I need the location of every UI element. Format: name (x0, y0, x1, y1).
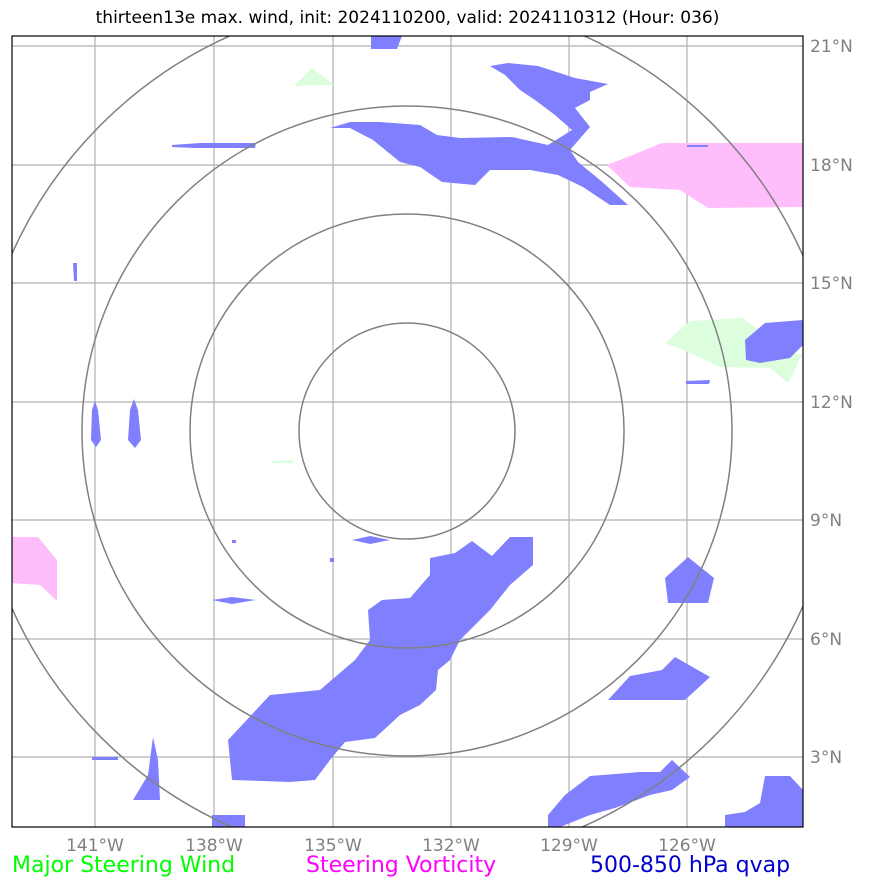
legend-steering-wind: Major Steering Wind (12, 853, 236, 878)
range-rings (12, 36, 803, 827)
lat-label: 6°N (810, 630, 842, 650)
lon-label: 129°W (540, 836, 598, 856)
lon-label: 141°W (66, 836, 124, 856)
lat-label: 3°N (810, 748, 842, 768)
lat-tick-labels: 21°N 18°N 15°N 12°N 9°N 6°N 3°N (810, 37, 853, 768)
legend-steering-vorticity: Steering Vorticity (306, 853, 497, 878)
lat-label: 21°N (810, 37, 853, 57)
lon-label: 132°W (422, 836, 480, 856)
lon-tick-labels: 141°W 138°W 135°W 132°W 129°W 126°W (66, 836, 716, 856)
lon-label: 138°W (185, 836, 243, 856)
legend-qvap: 500-850 hPa qvap (590, 853, 791, 878)
qvap-areas (73, 36, 803, 827)
lat-label: 18°N (810, 156, 853, 176)
lon-label: 126°W (658, 836, 716, 856)
steering-wind-areas (272, 68, 802, 463)
map-area (12, 36, 803, 827)
lat-label: 15°N (810, 274, 853, 294)
lon-label: 135°W (304, 836, 362, 856)
map-title: thirteen13e max. wind, init: 2024110200,… (95, 8, 720, 28)
map-frame (11, 35, 804, 828)
lat-label: 12°N (810, 393, 853, 413)
lat-label: 9°N (810, 511, 842, 531)
steering-vorticity-areas (12, 143, 803, 601)
